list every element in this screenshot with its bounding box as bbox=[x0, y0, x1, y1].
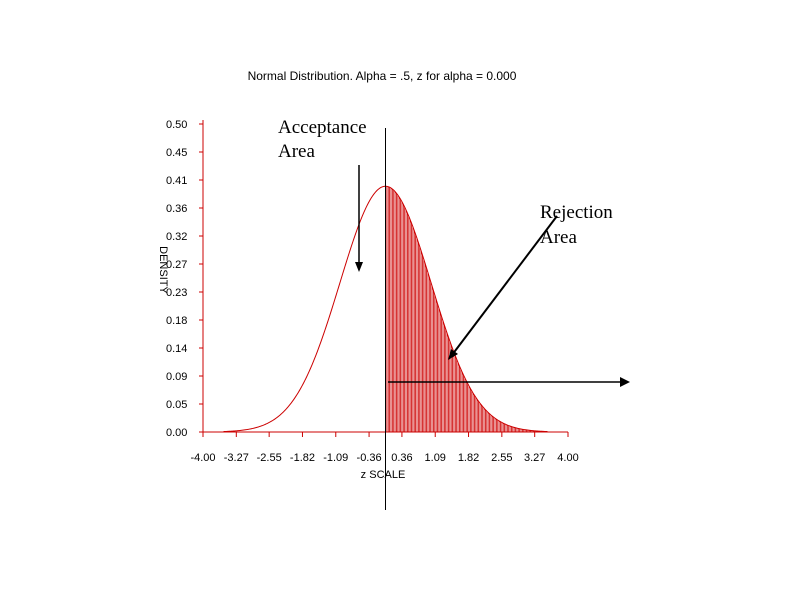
x-tick-label: 0.36 bbox=[391, 452, 412, 464]
y-tick-label: 0.50 bbox=[166, 119, 187, 131]
y-tick-label: 0.41 bbox=[166, 175, 187, 187]
rejection-shaded-region bbox=[385, 186, 545, 432]
y-tick-label: 0.18 bbox=[166, 315, 187, 327]
x-ticks: -4.00 -3.27 -2.55 -1.82 -1.09 -0.36 0.36 1.09 1.… bbox=[190, 432, 579, 464]
acceptance-annotation: Acceptance Area bbox=[278, 117, 367, 272]
rejection-range-arrow bbox=[388, 377, 630, 387]
rejection-arrowhead-icon bbox=[448, 349, 458, 360]
rejection-range-arrowhead-icon bbox=[620, 377, 630, 387]
x-tick-label: -3.27 bbox=[224, 452, 249, 464]
x-tick-label: 3.27 bbox=[524, 452, 545, 464]
x-tick-label: 2.55 bbox=[491, 452, 512, 464]
y-tick-label: 0.27 bbox=[166, 259, 187, 271]
x-tick-label: -4.00 bbox=[190, 452, 215, 464]
y-tick-label: 0.09 bbox=[166, 371, 187, 383]
y-ticks: 0.00 0.05 0.09 0.14 0.18 0.23 0.27 0.32 0.36 0.41… bbox=[166, 119, 203, 439]
rejection-label-line1: Rejection bbox=[540, 202, 613, 223]
acceptance-label-line1: Acceptance bbox=[278, 117, 367, 138]
chart-title: Normal Distribution. Alpha = .5, z for a… bbox=[248, 69, 517, 83]
acceptance-arrowhead-icon bbox=[355, 262, 363, 272]
x-tick-label: 1.82 bbox=[458, 452, 479, 464]
x-tick-label: -2.55 bbox=[257, 452, 282, 464]
y-tick-label: 0.36 bbox=[166, 203, 187, 215]
y-tick-label: 0.23 bbox=[166, 287, 187, 299]
y-tick-label: 0.00 bbox=[166, 427, 187, 439]
x-tick-label: 4.00 bbox=[557, 452, 578, 464]
y-tick-label: 0.05 bbox=[166, 399, 187, 411]
y-axis-label: DENSITY bbox=[157, 246, 169, 294]
rejection-arrow bbox=[451, 215, 558, 356]
y-axis: 0.00 0.05 0.09 0.14 0.18 0.23 0.27 0.32 0.36 0.41… bbox=[157, 119, 204, 439]
y-tick-label: 0.45 bbox=[166, 147, 187, 159]
x-axis-label: z SCALE bbox=[361, 469, 406, 481]
rejection-label-line2: Area bbox=[540, 227, 577, 248]
y-tick-label: 0.14 bbox=[166, 343, 187, 355]
x-tick-label: -1.82 bbox=[290, 452, 315, 464]
acceptance-label-line2: Area bbox=[278, 141, 315, 162]
x-tick-label: 1.09 bbox=[425, 452, 446, 464]
rejection-annotation: Rejection Area bbox=[448, 202, 613, 360]
x-axis: -4.00 -3.27 -2.55 -1.82 -1.09 -0.36 0.36 1.09 1.… bbox=[190, 431, 579, 481]
x-tick-label: -0.36 bbox=[357, 452, 382, 464]
x-tick-label: -1.09 bbox=[323, 452, 348, 464]
y-tick-label: 0.32 bbox=[166, 231, 187, 243]
